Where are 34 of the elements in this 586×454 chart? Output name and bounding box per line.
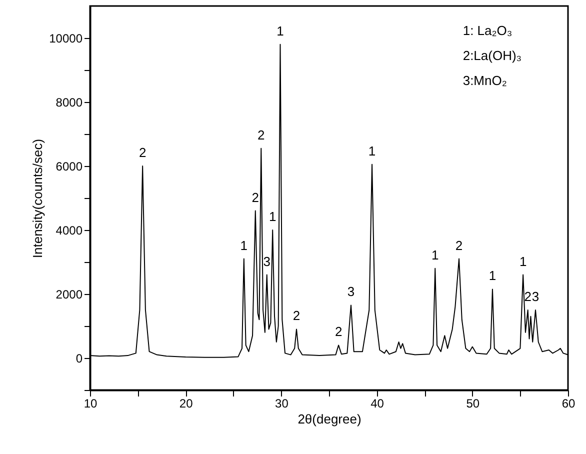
annotation: 1	[519, 254, 527, 269]
annotation: 1	[368, 143, 376, 158]
annotation: 2	[252, 190, 260, 205]
annotation: 1: La₂O₃	[462, 23, 512, 38]
x-tick-label: 10	[84, 396, 98, 410]
annotation: 2:La(OH)₃	[462, 48, 522, 63]
annotation: 2	[455, 238, 463, 253]
annotation: 2	[258, 127, 265, 142]
annotation: 2	[334, 324, 342, 340]
annotation: 1	[268, 209, 276, 224]
annotation: 1	[276, 23, 284, 38]
annotation: 1	[240, 238, 248, 253]
x-tick-label: 20	[179, 396, 194, 410]
x-tick-label: 40	[370, 396, 384, 410]
y-tick-label: 8000	[56, 96, 83, 110]
y-tick-label: 10000	[49, 32, 83, 46]
annotation: 1	[432, 247, 439, 262]
annotation: 3:MnO₂	[462, 73, 507, 88]
y-tick-label: 2000	[56, 288, 83, 302]
annotation: 2	[138, 145, 146, 160]
annotation: 3	[263, 254, 270, 269]
y-axis-title: Intensity(counts/sec)	[30, 138, 46, 258]
annotation: 2	[292, 308, 300, 324]
annotation: 2	[524, 289, 532, 304]
y-tick-label: 4000	[56, 224, 83, 238]
x-tick-label: 50	[466, 396, 480, 410]
y-tick-label: 6000	[56, 160, 83, 174]
x-axis-title: 2θ(degree)	[298, 412, 362, 426]
annotation: 3	[347, 284, 355, 300]
y-tick-label: 0	[76, 352, 83, 366]
x-tick-label: 60	[562, 396, 576, 410]
annotation: 3	[532, 289, 540, 304]
annotation: 1	[488, 268, 496, 284]
x-tick-label: 30	[275, 396, 289, 410]
